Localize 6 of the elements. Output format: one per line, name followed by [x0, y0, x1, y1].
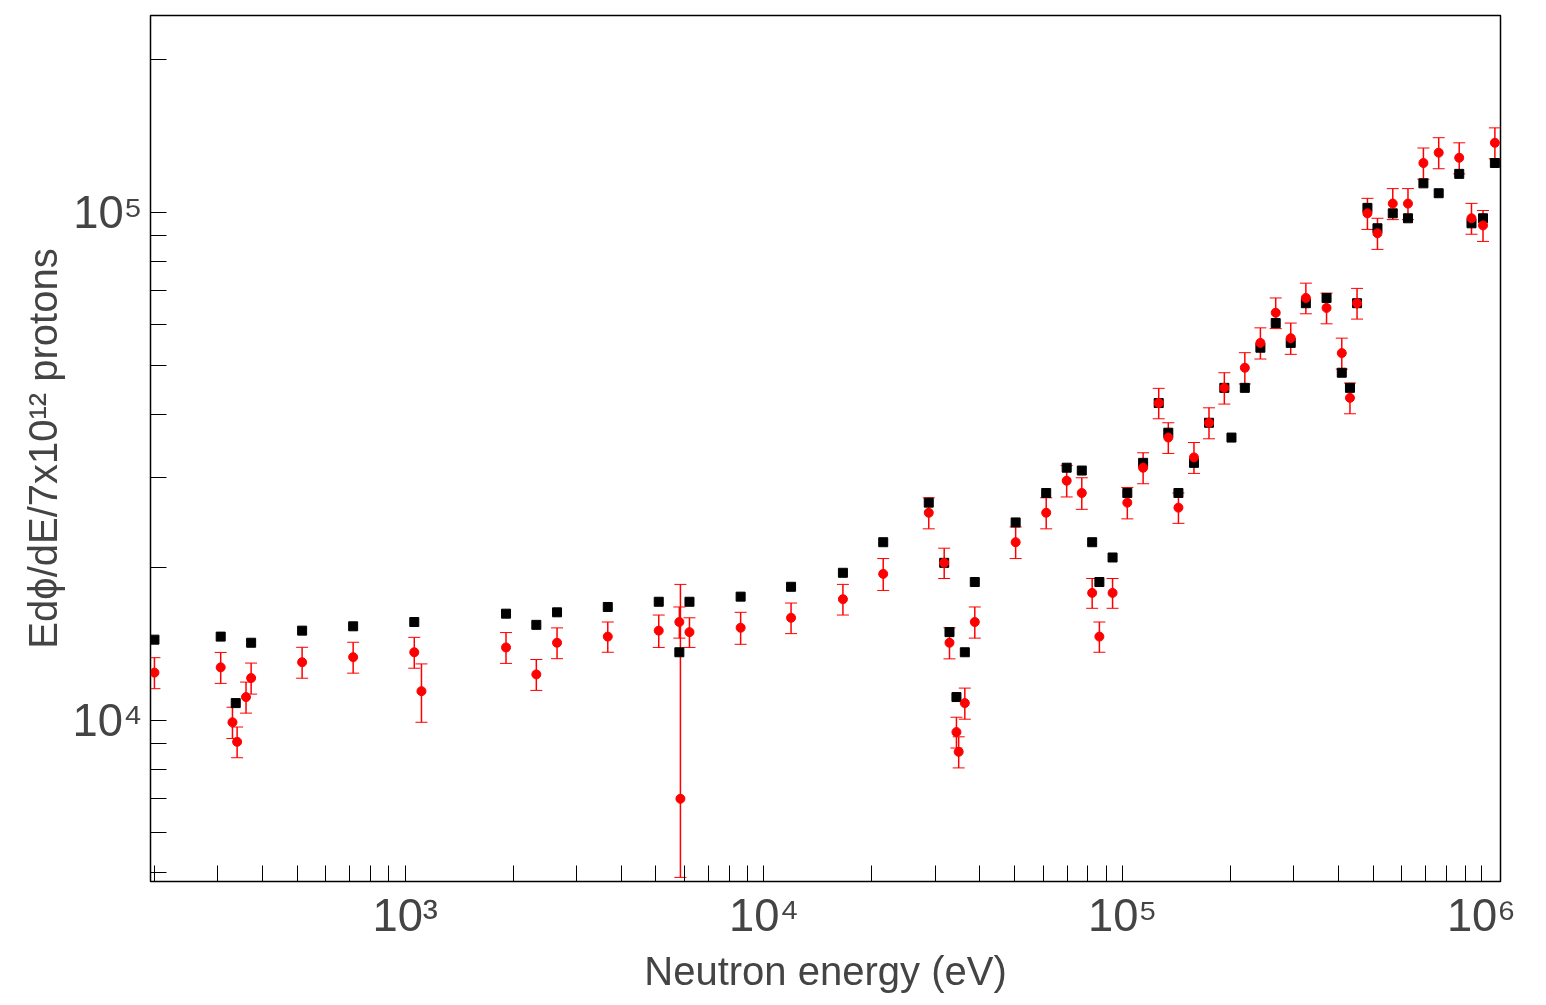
- x-tick-label: 10⁵: [1088, 889, 1158, 941]
- x-tick-label: 10³: [372, 889, 438, 941]
- x-tick-label: 10⁴: [729, 889, 799, 941]
- x-tick-label: 10⁶: [1446, 889, 1516, 941]
- y-axis-title: Edϕ/dE/7x10¹² protons: [20, 248, 65, 649]
- x-axis-title: Neutron energy (eV): [644, 948, 1007, 993]
